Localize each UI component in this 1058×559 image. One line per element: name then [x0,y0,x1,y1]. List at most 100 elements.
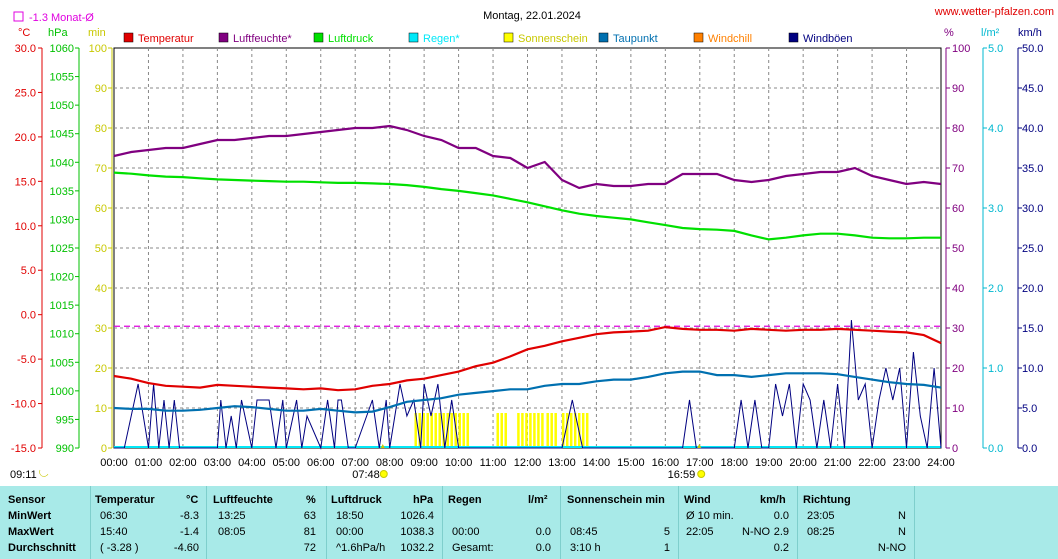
stat-dir-time: 08:25 [807,526,835,538]
tick-label-humidity: 80 [952,123,964,135]
tick-label-pressure: 1020 [50,272,74,284]
tick-label-wind: 15.0 [1022,323,1043,335]
sunset-icon [697,470,706,478]
tick-label-pressure: 1030 [50,214,74,226]
unit-rain: l/m² [981,27,1000,39]
tick-label-hour: 08:00 [376,457,404,469]
chart-title: Montag, 22.01.2024 [483,10,581,22]
tick-label-humidity: 100 [952,43,970,55]
sunshine-bar [500,413,503,448]
sunshine-bar [466,413,469,448]
tick-label-hour: 17:00 [686,457,714,469]
sunshine-bar [569,413,573,448]
sunshine-bar [546,413,549,448]
tick-label-minutes: 30 [95,323,107,335]
header-pressure-unit: hPa [413,494,434,506]
tick-label-rain: 3.0 [988,203,1003,215]
tick-label-wind: 45.0 [1022,83,1043,95]
tick-label-hour: 12:00 [514,457,542,469]
sunshine-bar [525,413,528,448]
site-url[interactable]: www.wetter-pfalzen.com [934,6,1054,18]
stat-sun-val: 1 [663,542,670,554]
legend-label-2: Luftdruck [328,33,374,45]
tick-label-hour: 15:00 [617,457,645,469]
legend-label-4: Sonnenschein [518,33,588,45]
tick-label-rain: 0.0 [988,443,1003,455]
tick-label-hour: 23:00 [893,457,921,469]
tick-label-minutes: 10 [95,403,107,415]
sunshine-bar [581,413,585,448]
statistics-panel: Sensor Temperatur °C Luftfeuchte % Luftd… [0,486,1058,559]
tick-label-pressure: 1015 [50,300,74,312]
legend-label-6: Windchill [708,33,752,45]
tick-label-minutes: 100 [89,43,107,55]
header-sensor: Sensor [8,494,46,506]
sunshine-bar [462,413,465,448]
sunshine-bar [550,413,553,448]
sunset-time: 16:59 [668,469,696,481]
tick-label-pressure: 1005 [50,357,74,369]
tick-label-pressure: 1050 [50,100,74,112]
tick-label-hour: 14:00 [583,457,611,469]
tick-label-temp: 20.0 [15,132,36,144]
tick-label-wind: 50.0 [1022,43,1043,55]
sunshine-bar [430,413,433,448]
stat-dir-time: 23:05 [807,510,835,522]
tick-label-hour: 21:00 [824,457,852,469]
legend-swatch-6 [693,32,704,43]
sunshine-bar [496,413,499,448]
tick-label-temp: -15.0 [11,443,36,455]
tick-label-minutes: 90 [95,83,107,95]
stat-rain-time: 00:00 [452,526,480,538]
sunrise-time: 07:48 [352,469,380,481]
legend-label-3: Regen* [423,33,460,45]
tick-label-rain: 5.0 [988,43,1003,55]
header-humidity: Luftfeuchte [213,494,273,506]
tick-label-wind: 40.0 [1022,123,1043,135]
tick-label-temp: -5.0 [17,354,36,366]
tick-label-pressure: 990 [56,443,74,455]
stat-temp-val: -1.4 [180,526,199,538]
unit-kmh: km/h [1018,27,1042,39]
tick-label-hour: 11:00 [480,457,507,469]
stat-sun-time: 08:45 [570,526,598,538]
legend-swatch-5 [598,32,609,43]
tick-label-wind: 10.0 [1022,363,1043,375]
stat-temp-time: 06:30 [100,510,128,522]
tick-label-humidity: 90 [952,83,964,95]
sunshine-bar [450,413,453,448]
sunshine-bar [426,413,429,448]
tick-label-hour: 02:00 [169,457,197,469]
plot-area [113,47,942,450]
stat-wind-val: 0.2 [773,542,789,554]
series-line-luftdruck [113,171,941,241]
series-line-temperatur [113,325,942,392]
sunrise-icon [379,470,388,478]
tick-label-wind: 0.0 [1022,443,1037,455]
tick-label-temp: 0.0 [21,310,36,322]
header-temperature-unit: °C [186,494,199,506]
tick-label-humidity: 60 [952,203,964,215]
tick-label-temp: 30.0 [15,43,36,55]
tick-label-hour: 10:00 [445,457,473,469]
stat-hum-val: 72 [303,542,316,554]
tick-label-temp: 25.0 [15,87,36,99]
tick-label-humidity: 0 [952,443,958,455]
stat-wind-time: 22:05 [686,526,714,538]
tick-label-temp: 10.0 [15,221,36,233]
sunshine-bar [438,413,441,448]
stat-rain-val: 0.0 [535,542,551,554]
stat-wind-val: 2.9 [773,526,789,538]
stat-temp-val: -4.60 [173,542,199,554]
tick-label-minutes: 80 [95,123,107,135]
header-pressure: Luftdruck [331,494,382,506]
tick-label-humidity: 70 [952,163,964,175]
tick-label-hour: 09:00 [410,457,438,469]
tick-label-hour: 05:00 [273,457,301,469]
stat-label: MaxWert [8,526,54,538]
stat-press-val: 1026.4 [400,510,434,522]
header-wind: Wind [684,494,711,506]
tick-label-pressure: 1060 [50,43,74,55]
tick-label-minutes: 40 [95,283,107,295]
weather-chart: Montag, 22.01.2024 www.wetter-pfalzen.co… [10,6,1054,481]
